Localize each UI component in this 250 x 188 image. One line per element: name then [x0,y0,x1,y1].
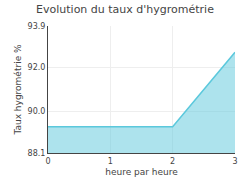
svg-text:heure par heure: heure par heure [105,167,178,177]
svg-text:2: 2 [170,157,175,166]
svg-text:88.1: 88.1 [28,149,46,158]
svg-text:1: 1 [108,157,113,166]
svg-text:92.0: 92.0 [28,63,46,72]
svg-text:93.9: 93.9 [28,22,46,31]
svg-text:90.0: 90.0 [28,107,46,116]
svg-text:Taux hygrométrie %: Taux hygrométrie % [13,44,23,136]
svg-text:0: 0 [45,157,50,166]
svg-text:Evolution du taux d'hygrométri: Evolution du taux d'hygrométrie [36,3,214,16]
svg-text:3: 3 [232,157,237,166]
